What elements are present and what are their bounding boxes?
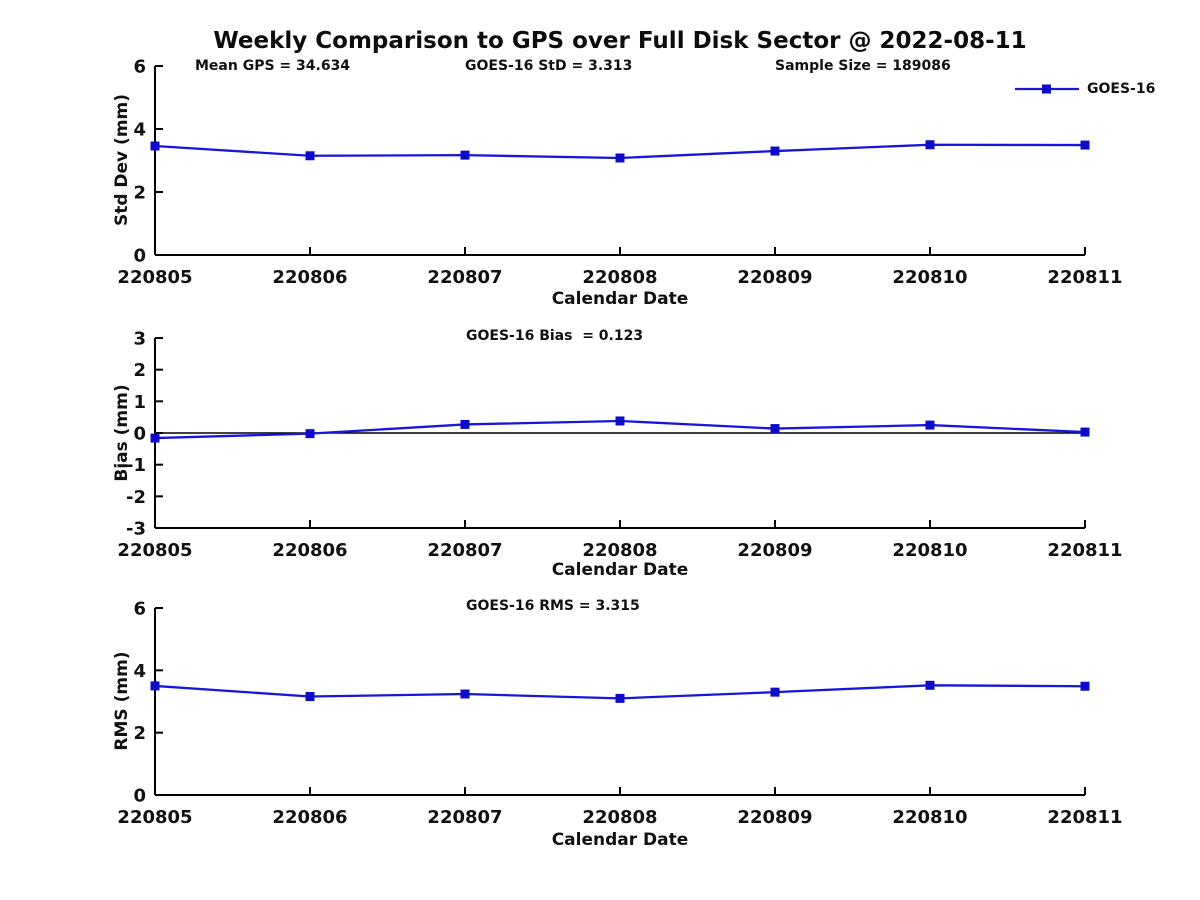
- data-point-marker: [615, 693, 625, 703]
- y-tick-label: 3: [133, 329, 146, 350]
- x-tick-label: 220805: [117, 540, 192, 561]
- x-tick-label: 220808: [582, 807, 657, 828]
- y-tick-label: 2: [133, 723, 146, 744]
- data-point-marker: [305, 692, 315, 702]
- x-tick-label: 220806: [272, 807, 347, 828]
- ylabel-rms: RMS (mm): [112, 651, 132, 751]
- y-tick-label: 6: [133, 57, 146, 78]
- y-tick-label: 0: [133, 246, 146, 267]
- x-tick-label: 220809: [737, 540, 812, 561]
- data-point-marker: [460, 150, 470, 160]
- x-tick-label: 220808: [582, 540, 657, 561]
- data-point-marker: [305, 429, 315, 439]
- x-tick-label: 220809: [737, 267, 812, 288]
- y-tick-label: -3: [126, 519, 146, 540]
- x-tick-label: 220811: [1047, 807, 1122, 828]
- legend-line-marker-icon: [1015, 84, 1079, 94]
- ylabel-std-dev: Std Dev (mm): [112, 93, 132, 227]
- y-tick-label: 2: [133, 183, 146, 204]
- x-tick-label: 220807: [427, 807, 502, 828]
- x-tick-label: 220807: [427, 540, 502, 561]
- annotation-goes16-bias: GOES-16 Bias = 0.123: [466, 328, 644, 344]
- x-tick-label: 220810: [892, 540, 967, 561]
- annotation-sample-size: Sample Size = 189086: [775, 58, 951, 74]
- annotation-goes16-std: GOES-16 StD = 3.313: [465, 58, 633, 74]
- data-point-marker: [770, 424, 780, 434]
- data-point-marker: [770, 146, 780, 156]
- data-point-marker: [460, 419, 470, 429]
- y-tick-label: 2: [133, 360, 146, 381]
- y-tick-label: 4: [133, 120, 146, 141]
- y-tick-label: 0: [133, 424, 146, 445]
- x-tick-label: 220809: [737, 807, 812, 828]
- data-point-marker: [150, 141, 160, 151]
- figure-title: Weekly Comparison to GPS over Full Disk …: [213, 28, 1027, 54]
- y-tick-label: 0: [133, 786, 146, 807]
- x-tick-label: 220808: [582, 267, 657, 288]
- xlabel-calendar-date-1: Calendar Date: [551, 289, 689, 309]
- data-point-marker: [305, 151, 315, 161]
- x-tick-label: 220810: [892, 807, 967, 828]
- y-tick-label: -1: [126, 455, 146, 476]
- x-tick-label: 220805: [117, 807, 192, 828]
- y-tick-label: -2: [126, 487, 146, 508]
- x-tick-label: 220805: [117, 267, 192, 288]
- x-tick-label: 220807: [427, 267, 502, 288]
- data-point-marker: [1080, 140, 1090, 150]
- data-point-marker: [615, 416, 625, 426]
- y-tick-label: 6: [133, 599, 146, 620]
- y-tick-label: 1: [133, 392, 146, 413]
- data-point-marker: [615, 153, 625, 163]
- x-tick-label: 220806: [272, 540, 347, 561]
- data-point-marker: [1080, 427, 1090, 437]
- x-tick-label: 220811: [1047, 540, 1122, 561]
- data-point-marker: [925, 680, 935, 690]
- data-point-marker: [1080, 681, 1090, 691]
- legend: GOES-16: [1014, 81, 1155, 97]
- x-tick-label: 220810: [892, 267, 967, 288]
- data-point-marker: [925, 420, 935, 430]
- legend-label: GOES-16: [1087, 81, 1156, 97]
- xlabel-calendar-date-3: Calendar Date: [551, 830, 689, 850]
- x-tick-label: 220806: [272, 267, 347, 288]
- data-point-marker: [150, 433, 160, 443]
- xlabel-calendar-date-2: Calendar Date: [551, 560, 689, 580]
- annotation-mean-gps: Mean GPS = 34.634: [195, 58, 351, 74]
- ylabel-bias: Bias (mm): [112, 384, 132, 482]
- data-point-marker: [460, 689, 470, 699]
- data-point-marker: [150, 681, 160, 691]
- y-tick-label: 4: [133, 661, 146, 682]
- x-tick-label: 220811: [1047, 267, 1122, 288]
- data-point-marker: [925, 140, 935, 150]
- annotation-goes16-rms: GOES-16 RMS = 3.315: [466, 598, 640, 614]
- data-point-marker: [770, 687, 780, 697]
